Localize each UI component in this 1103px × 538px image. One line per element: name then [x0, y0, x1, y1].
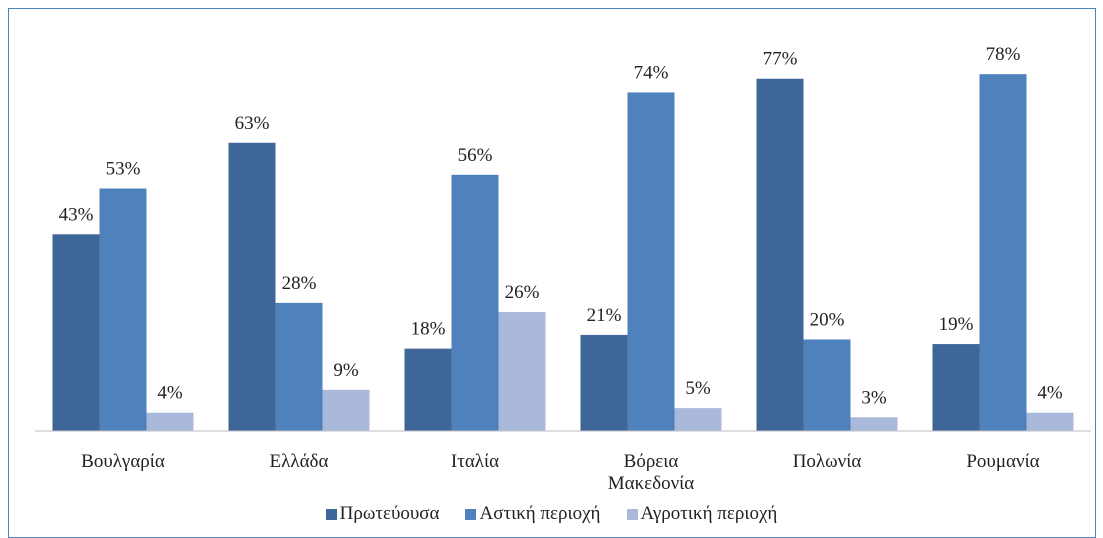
data-label: 43% — [59, 204, 94, 225]
bar — [850, 417, 898, 431]
data-label: 56% — [458, 145, 493, 166]
x-tick-label: Βόρεια Μακεδονία — [607, 451, 695, 494]
bar — [404, 348, 452, 431]
data-label: 63% — [235, 113, 270, 134]
x-tick-label: Ελλάδα — [269, 451, 329, 472]
legend-label: Αγροτική περιοχή — [640, 503, 778, 524]
x-tick-label: Ρουμανία — [966, 451, 1040, 472]
legend-item: Πρωτεύουσα — [325, 503, 440, 525]
legend-item: Αγροτική περιοχή — [626, 503, 778, 525]
bar — [979, 74, 1027, 432]
legend-label: Αστική περιοχή — [479, 503, 601, 524]
legend-item: Αστική περιοχή — [465, 503, 601, 525]
bar — [498, 312, 546, 431]
bar — [322, 389, 370, 431]
bar — [580, 334, 628, 431]
legend-swatch — [626, 508, 638, 520]
bar — [756, 78, 804, 431]
chart: 43% 53% 4% 63% 28% 9% 18% 56% 26% 21% 74% 5% 77% 20% 3… — [0, 8, 1103, 538]
bar — [99, 188, 147, 431]
data-label: 28% — [282, 273, 317, 294]
bar — [275, 302, 323, 431]
legend-label: Πρωτεύουσα — [339, 503, 440, 524]
data-label: 19% — [939, 314, 974, 335]
x-tick-label: Βουλγαρία — [81, 451, 165, 472]
bar — [627, 92, 675, 431]
legend-swatch — [465, 508, 477, 520]
x-tick-label: Ιταλία — [450, 451, 500, 472]
bar — [803, 339, 851, 431]
data-label: 9% — [333, 360, 359, 381]
legend: Πρωτεύουσα Αστική περιοχή Αγροτική περιοχή — [0, 503, 1103, 525]
data-label: 74% — [634, 62, 669, 83]
data-label: 26% — [505, 282, 540, 303]
bar — [146, 412, 194, 431]
data-label: 18% — [411, 319, 446, 340]
data-label: 21% — [587, 305, 622, 326]
data-label: 4% — [157, 383, 183, 404]
plot: 43% 53% 4% 63% 28% 9% 18% 56% 26% 21% 74% 5% 77% 20% 3… — [35, 44, 1091, 432]
x-tick-label: Πολωνία — [792, 451, 862, 472]
bar — [451, 174, 499, 432]
data-label: 20% — [810, 310, 845, 331]
bar — [932, 344, 980, 431]
bar — [52, 234, 100, 431]
bar — [228, 142, 276, 431]
data-label: 78% — [986, 44, 1021, 65]
data-label: 77% — [763, 49, 798, 70]
data-label: 5% — [685, 378, 711, 399]
data-label: 3% — [861, 387, 887, 408]
bar — [674, 408, 722, 431]
legend-swatch — [325, 508, 337, 520]
data-label: 4% — [1037, 383, 1063, 404]
data-label: 53% — [106, 159, 141, 180]
bar — [1026, 412, 1074, 431]
